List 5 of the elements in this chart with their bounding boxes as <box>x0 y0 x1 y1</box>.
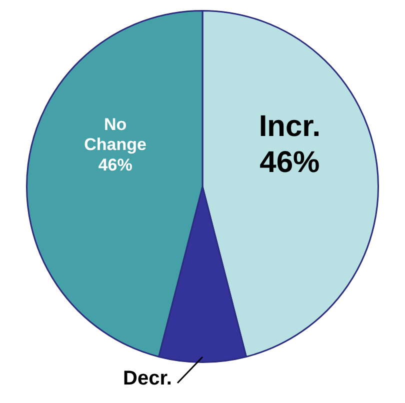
slice-label: No Change <box>84 114 146 154</box>
data-label: 46% <box>98 156 132 175</box>
slice-label: Incr. <box>258 110 321 143</box>
slice-label: Decr. <box>123 367 172 390</box>
data-label: 46% <box>260 146 320 179</box>
